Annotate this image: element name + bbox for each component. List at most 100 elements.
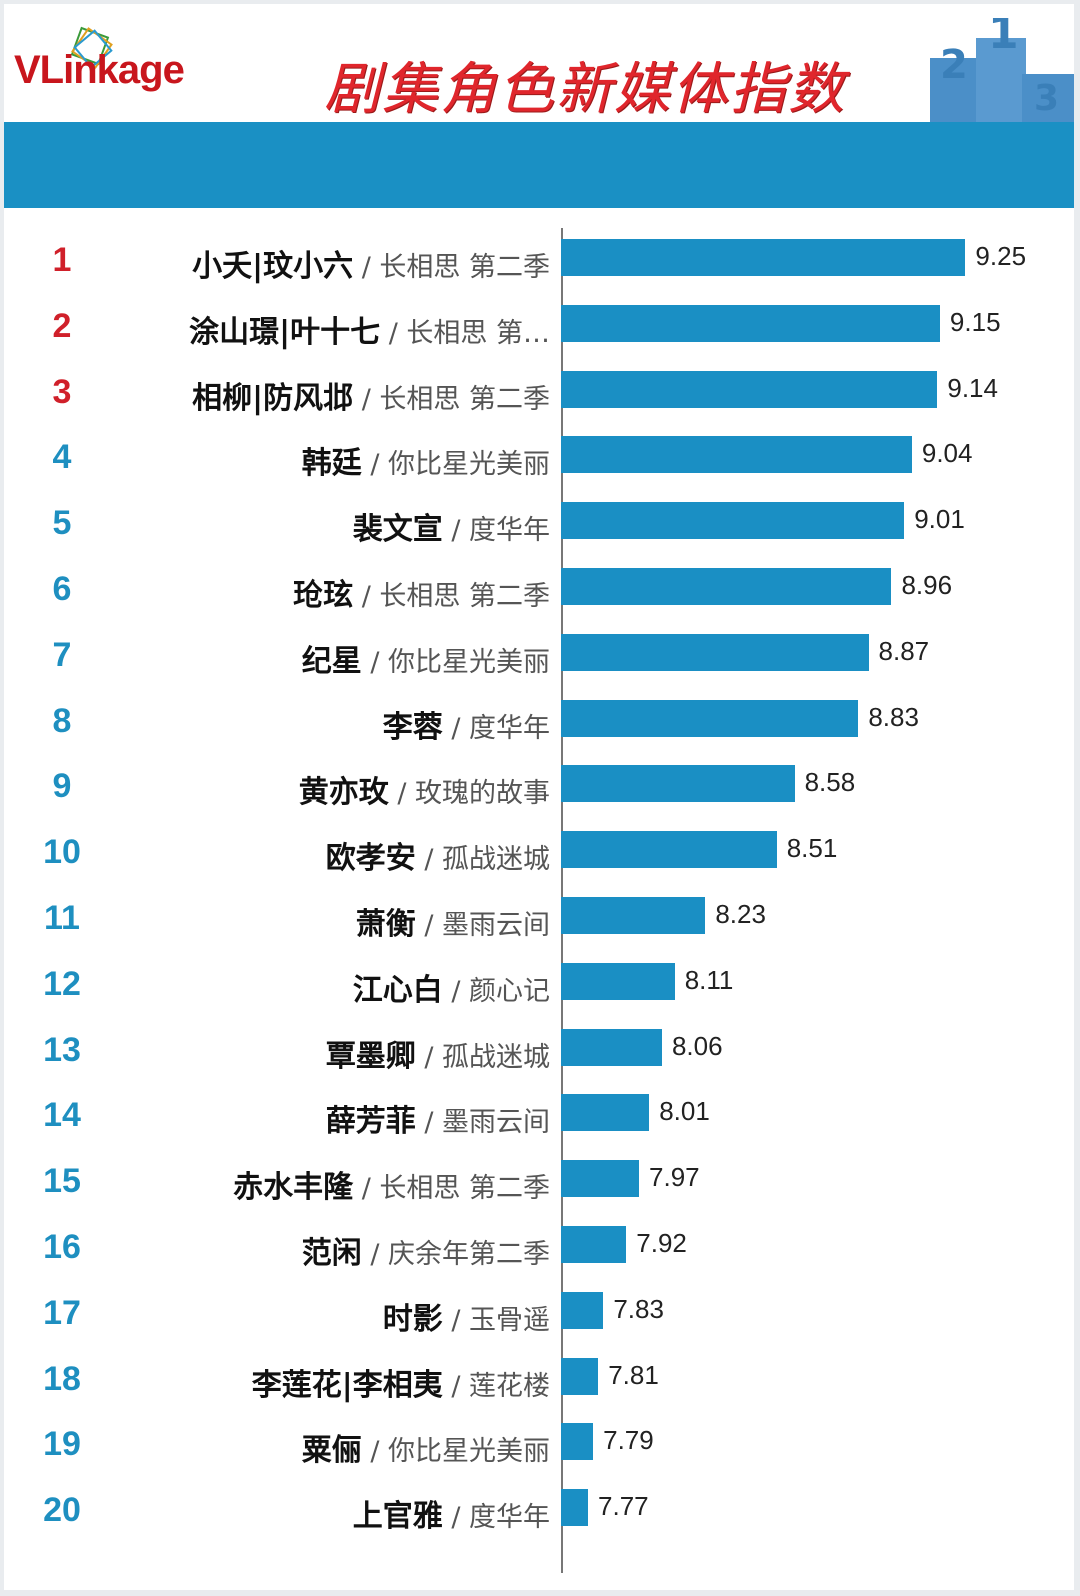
bar	[561, 1226, 627, 1263]
ranking-row: 5 裴文宣 / 度华年 9.01	[0, 492, 1070, 558]
rank-number: 19	[43, 1425, 81, 1464]
show-separator: /	[415, 844, 442, 876]
show-name: 墨雨云间	[442, 910, 550, 941]
character-name: 时影	[382, 1301, 443, 1337]
show-name: 度华年	[469, 515, 550, 547]
character-name: 李蓉	[382, 709, 443, 745]
show-separator: /	[415, 910, 442, 941]
show-name: 墨雨云间	[442, 1107, 550, 1139]
rank-number: 14	[43, 1096, 81, 1135]
bar	[561, 502, 905, 540]
character-name: 范闲	[301, 1236, 362, 1271]
value-label: 8.87	[878, 635, 930, 666]
show-separator: /	[353, 1173, 380, 1205]
show-name: 长相思 第二季	[379, 383, 550, 415]
rank-number: 12	[43, 964, 81, 1003]
character-name: 韩廷	[301, 446, 362, 482]
show-separator: /	[442, 1304, 469, 1336]
bar	[561, 1028, 662, 1066]
character-name: 玱玹	[293, 578, 354, 613]
category-label: 粟俪 / 你比星光美丽	[302, 1425, 550, 1469]
category-label: 黄亦玫 / 玫瑰的故事	[299, 767, 550, 811]
ranking-row: 6 玱玹 / 长相思 第二季 8.96	[0, 558, 1070, 624]
character-name: 粟俪	[301, 1433, 362, 1469]
category-label: 赤水丰隆 / 长相思 第二季	[233, 1162, 550, 1206]
show-separator: /	[442, 975, 469, 1007]
value-label: 8.23	[715, 899, 766, 929]
svg-text:2: 2	[940, 42, 968, 88]
value-label: 8.01	[659, 1096, 710, 1127]
svg-text:1: 1	[988, 18, 1019, 59]
category-label: 欧孝安 / 孤战迷城	[326, 833, 550, 877]
show-separator: /	[361, 449, 388, 481]
category-label: 李蓉 / 度华年	[383, 702, 550, 746]
chart-title: 剧集角色新媒体指数	[324, 57, 846, 122]
bar	[561, 568, 892, 605]
category-label: 上官雅 / 度华年	[353, 1491, 550, 1535]
show-separator: /	[353, 383, 380, 415]
rank-number: 8	[52, 701, 72, 740]
ranking-row: 3 相柳|防风邶 / 长相思 第二季 9.14	[0, 361, 1070, 427]
header-band	[4, 122, 1074, 208]
bar	[561, 1094, 650, 1132]
character-name: 覃墨卿	[325, 1038, 416, 1074]
show-name: 你比星光美丽	[388, 646, 550, 678]
ranking-row: 16 范闲 / 庆余年第二季 7.92	[0, 1216, 1070, 1282]
rank-number: 4	[52, 438, 72, 477]
show-name: 颜心记	[469, 975, 550, 1007]
value-label: 9.01	[914, 504, 965, 535]
ranking-row: 4 韩廷 / 你比星光美丽 9.04	[0, 426, 1070, 492]
show-name: 庆余年第二季	[388, 1239, 550, 1270]
value-label: 7.79	[603, 1425, 654, 1456]
character-name: 欧孝安	[325, 841, 416, 877]
ranking-row: 20 上官雅 / 度华年 7.77	[0, 1479, 1070, 1545]
rank-number: 17	[43, 1293, 81, 1332]
show-separator: /	[353, 252, 380, 283]
value-label: 8.83	[868, 701, 919, 732]
vlinkage-logo: VLinkage	[14, 48, 185, 92]
value-label: 8.11	[684, 964, 734, 995]
ranking-row: 11 萧衡 / 墨雨云间 8.23	[0, 887, 1070, 953]
bar	[561, 1489, 589, 1527]
ranking-row: 7 纪星 / 你比星光美丽 8.87	[0, 624, 1070, 690]
show-name: 长相思 第二季	[379, 1173, 550, 1205]
show-separator: /	[353, 581, 380, 612]
show-name: 长相思 第…	[406, 317, 550, 349]
category-label: 涂山璟|叶十七 / 长相思 第…	[189, 307, 550, 351]
category-label: 相柳|防风邶 / 长相思 第二季	[192, 373, 550, 417]
character-name: 萧衡	[355, 907, 416, 942]
value-label: 7.77	[598, 1491, 649, 1522]
rank-number: 15	[43, 1162, 81, 1201]
character-name: 赤水丰隆	[233, 1170, 354, 1206]
bar	[561, 1160, 640, 1198]
character-name: 涂山璟|叶十七	[189, 314, 381, 350]
rank-number: 11	[44, 899, 80, 937]
show-name: 玉骨遥	[469, 1304, 550, 1336]
rank-number: 3	[52, 372, 72, 411]
value-label: 7.83	[613, 1293, 664, 1324]
ranking-row: 15 赤水丰隆 / 长相思 第二季 7.97	[0, 1150, 1070, 1216]
show-name: 孤战迷城	[442, 844, 550, 876]
show-separator: /	[388, 778, 415, 810]
bar	[561, 633, 869, 671]
category-label: 时影 / 玉骨遥	[383, 1294, 550, 1338]
value-label: 7.92	[636, 1228, 687, 1258]
rank-number: 13	[43, 1030, 81, 1069]
ranking-row: 9 黄亦玫 / 玫瑰的故事 8.58	[0, 755, 1070, 821]
bar	[561, 765, 795, 803]
show-name: 你比星光美丽	[388, 1436, 550, 1468]
bar	[561, 897, 706, 934]
ranking-row: 19 粟俪 / 你比星光美丽 7.79	[0, 1413, 1070, 1479]
bar	[561, 436, 912, 474]
character-name: 薛芳菲	[325, 1104, 416, 1140]
bar	[561, 239, 966, 276]
value-label: 9.25	[975, 241, 1027, 271]
bar	[561, 831, 777, 869]
bar	[561, 962, 675, 1000]
value-label: 9.14	[947, 372, 998, 403]
category-label: 覃墨卿 / 孤战迷城	[326, 1031, 550, 1075]
character-name: 纪星	[301, 643, 362, 679]
character-name: 江心白	[352, 972, 443, 1008]
value-label: 8.58	[804, 767, 856, 798]
character-name: 上官雅	[352, 1499, 443, 1535]
